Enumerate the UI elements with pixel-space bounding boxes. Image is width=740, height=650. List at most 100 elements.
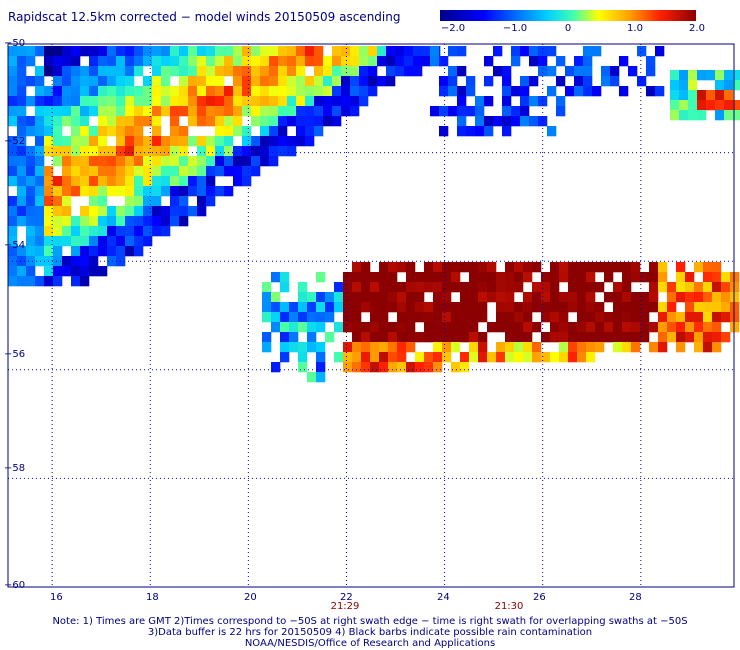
wind-diff-cell — [406, 262, 416, 273]
wind-diff-cell — [502, 66, 512, 77]
wind-diff-cell — [179, 176, 189, 187]
wind-diff-cell — [206, 186, 216, 197]
wind-diff-cell — [496, 352, 506, 363]
wind-diff-cell — [568, 302, 578, 313]
wind-diff-cell — [161, 226, 171, 237]
wind-diff-cell — [71, 266, 81, 277]
wind-diff-cell — [361, 272, 371, 283]
wind-diff-cell — [415, 302, 425, 313]
graticule — [8, 44, 734, 587]
wind-diff-cell — [377, 76, 387, 87]
wind-diff-cell — [314, 56, 324, 67]
wind-diff-cell — [71, 226, 81, 237]
wind-diff-cell — [125, 146, 135, 157]
wind-diff-cell — [80, 46, 90, 57]
wind-diff-cell — [433, 292, 443, 303]
wind-diff-cell — [206, 116, 216, 127]
wind-diff-cell — [532, 352, 542, 363]
wind-diff-cell — [125, 76, 135, 87]
wind-diff-cell — [125, 66, 135, 77]
wind-diff-cell — [8, 86, 18, 97]
wind-diff-cell — [53, 256, 63, 267]
wind-diff-cell — [17, 56, 27, 67]
wind-diff-cell — [379, 362, 389, 373]
wind-diff-cell — [107, 236, 117, 247]
wind-diff-cell — [62, 216, 72, 227]
wind-diff-cell — [532, 292, 542, 303]
wind-diff-cell — [107, 56, 117, 67]
wind-diff-cell — [80, 276, 90, 287]
wind-diff-cell — [125, 136, 135, 147]
wind-diff-cell — [556, 76, 566, 87]
wind-diff-cell — [361, 342, 371, 353]
wind-diff-cell — [574, 86, 584, 97]
wind-diff-cell — [35, 146, 45, 157]
wind-diff-cell — [457, 96, 467, 107]
wind-diff-cell — [529, 76, 539, 87]
wind-diff-cell — [334, 292, 344, 303]
wind-diff-cell — [125, 196, 135, 207]
wind-diff-cell — [703, 302, 713, 313]
wind-diff-cell — [305, 136, 315, 147]
wind-diff-cell — [679, 110, 689, 121]
wind-diff-cell — [613, 262, 623, 273]
wind-diff-cell — [53, 136, 63, 147]
wind-diff-cell — [134, 86, 144, 97]
wind-diff-cell — [269, 106, 279, 117]
footnote-line: NOAA/NESDIS/Office of Research and Appli… — [244, 638, 496, 649]
wind-diff-cell — [415, 312, 425, 323]
wind-diff-cell — [307, 302, 317, 313]
wind-diff-cell — [251, 76, 261, 87]
wind-diff-cell — [233, 126, 243, 137]
wind-diff-cell — [484, 56, 494, 67]
wind-diff-cell — [514, 332, 524, 343]
wind-diff-cell — [460, 322, 470, 333]
wind-diff-cell — [628, 66, 638, 77]
wind-diff-cell — [514, 352, 524, 363]
wind-diff-cell — [559, 262, 569, 273]
wind-diff-cell — [179, 166, 189, 177]
wind-diff-cell — [386, 56, 396, 67]
wind-diff-cell — [413, 46, 423, 57]
wind-diff-cell — [161, 166, 171, 177]
wind-diff-cell — [298, 282, 308, 293]
wind-diff-cell — [529, 116, 539, 127]
wind-diff-cell — [352, 312, 362, 323]
wind-diff-cell — [17, 116, 27, 127]
wind-diff-cell — [523, 332, 533, 343]
wind-diff-cell — [424, 282, 434, 293]
wind-diff-cell — [577, 272, 587, 283]
wind-diff-cell — [487, 292, 497, 303]
wind-diff-cell — [334, 322, 344, 333]
wind-diff-cell — [460, 332, 470, 343]
wind-diff-cell — [541, 312, 551, 323]
wind-diff-cell — [152, 226, 162, 237]
wind-diff-cell — [260, 136, 270, 147]
wind-diff-cell — [116, 186, 126, 197]
wind-diff-cell — [80, 266, 90, 277]
wind-diff-cell — [62, 146, 72, 157]
wind-diff-cell — [116, 206, 126, 217]
wind-diff-cell — [44, 136, 54, 147]
wind-diff-cell — [610, 66, 620, 77]
wind-diff-cell — [350, 86, 360, 97]
wind-diff-cell — [388, 342, 398, 353]
wind-diff-cell — [215, 166, 225, 177]
wind-diff-cell — [505, 302, 515, 313]
wind-diff-cell — [706, 70, 716, 81]
wind-diff-cell — [17, 156, 27, 167]
wind-diff-cell — [134, 246, 144, 257]
wind-diff-cell — [604, 272, 614, 283]
wind-diff-cell — [44, 106, 54, 117]
wind-diff-cell — [269, 96, 279, 107]
wind-diff-cell — [53, 266, 63, 277]
wind-diff-cell — [161, 86, 171, 97]
wind-diff-cell — [332, 86, 342, 97]
wind-diff-cell — [595, 342, 605, 353]
wind-diff-cell — [161, 66, 171, 77]
wind-diff-cell — [511, 106, 521, 117]
wind-diff-cell — [98, 226, 108, 237]
wind-diff-cell — [305, 106, 315, 117]
wind-diff-cell — [260, 76, 270, 87]
wind-diff-cell — [89, 236, 99, 247]
